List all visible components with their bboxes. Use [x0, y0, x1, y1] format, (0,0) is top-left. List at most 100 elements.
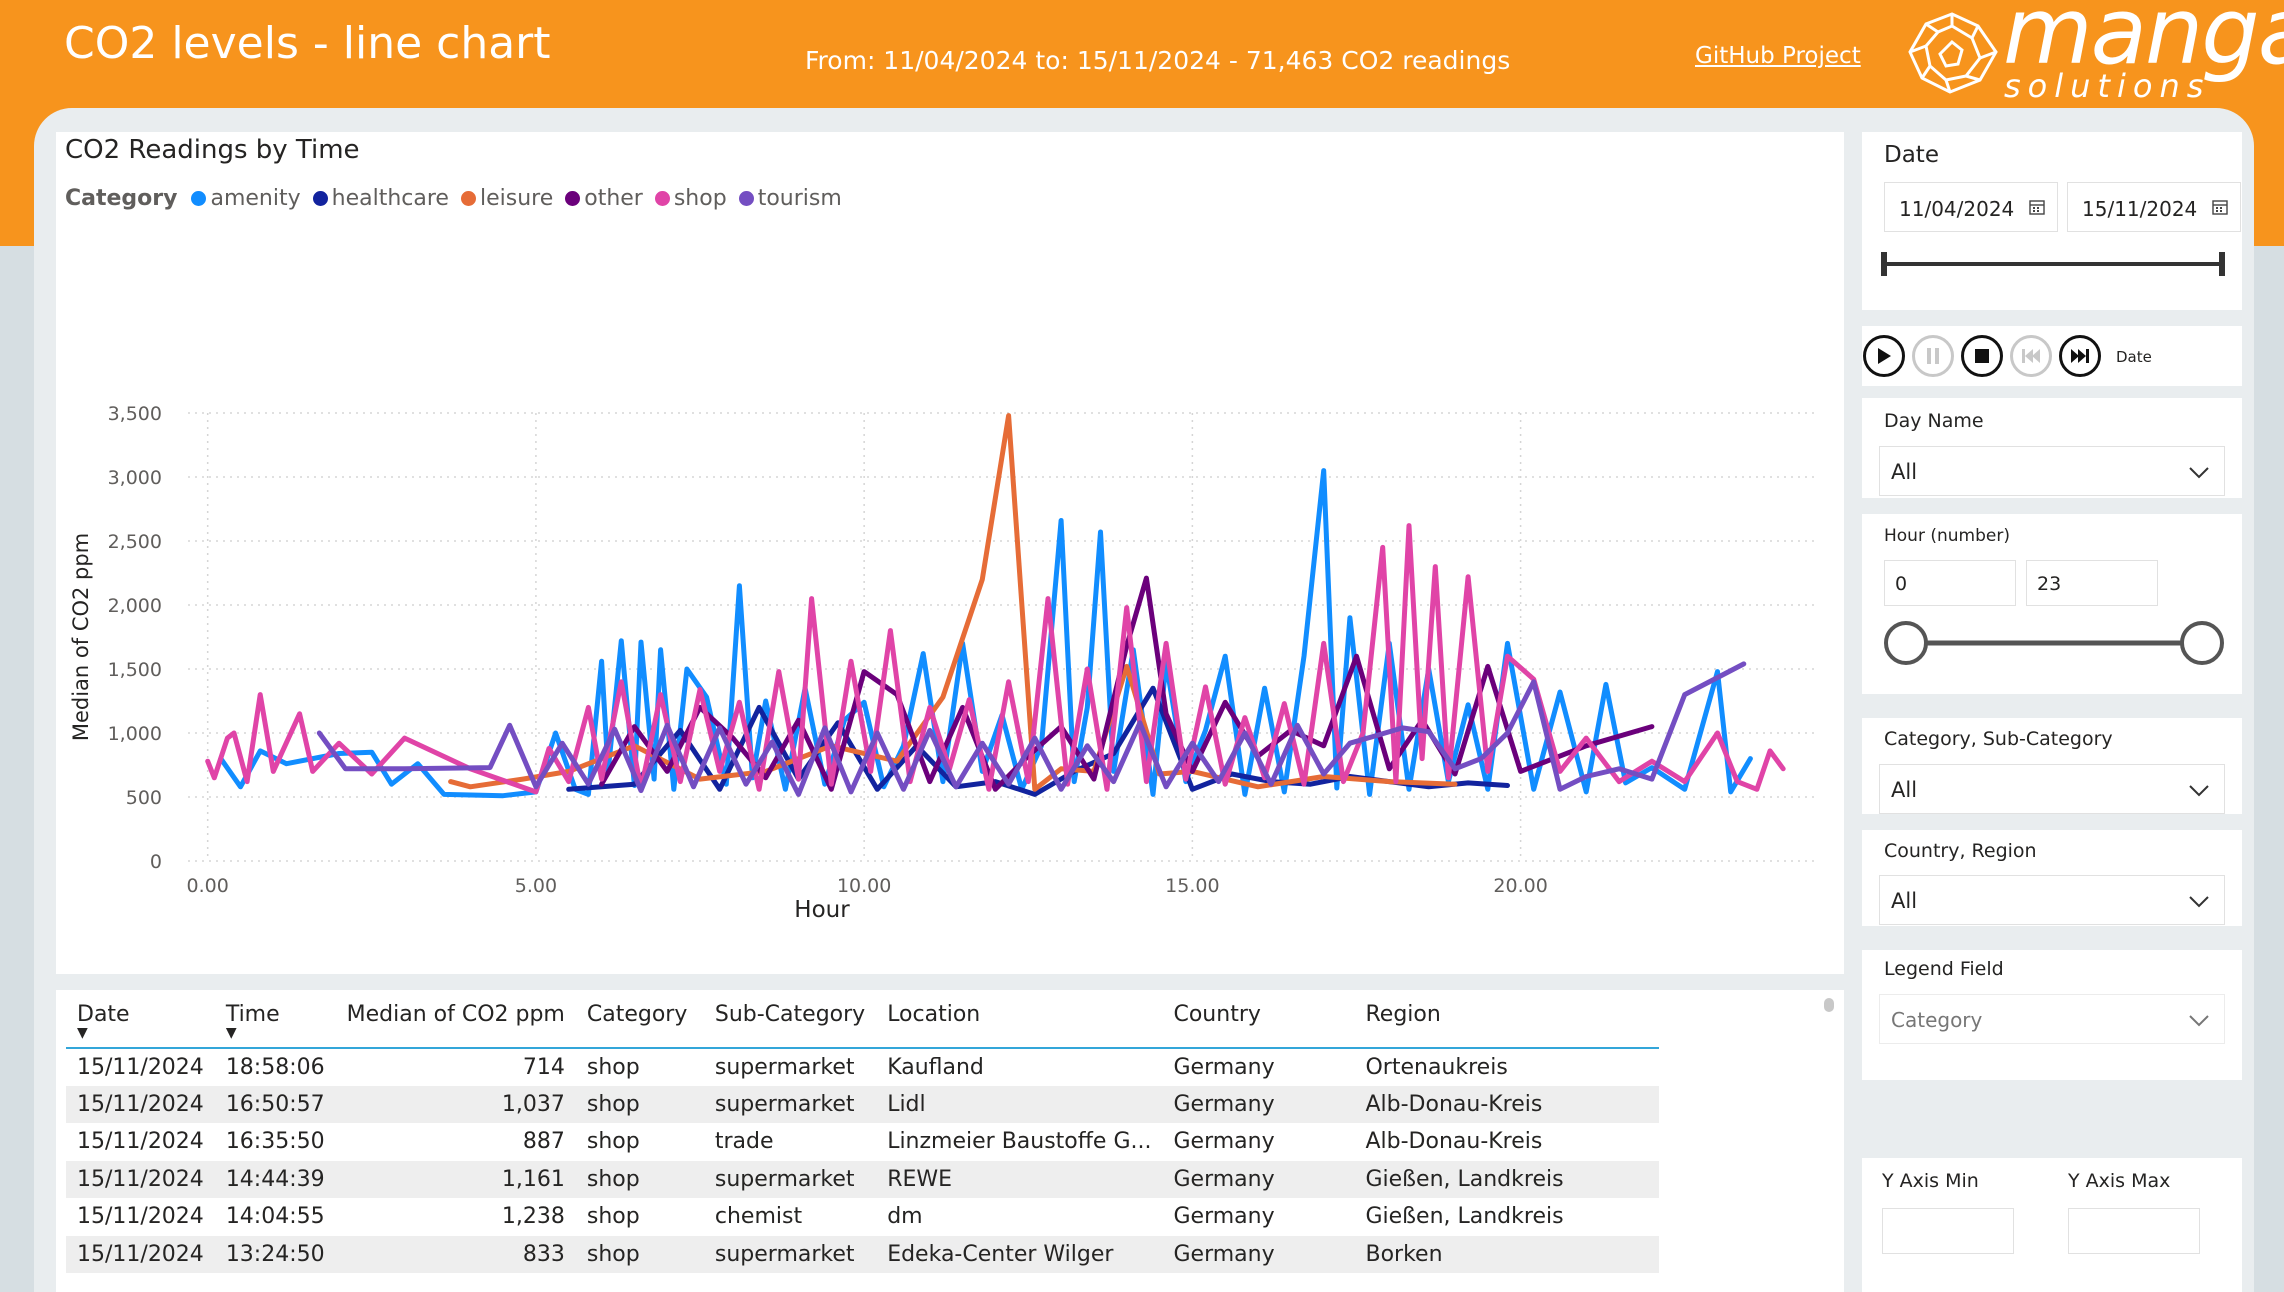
date-from-value: 11/04/2024 — [1899, 197, 2015, 221]
column-header-date[interactable]: Date ▼ — [66, 990, 215, 1049]
table-cell: 16:35:50 — [225, 1129, 325, 1155]
next-button[interactable] — [2059, 335, 2101, 377]
table-cell: 1,161 — [335, 1160, 576, 1198]
table-row[interactable]: 15/11/2024 16:35:50 887 shop trade Linzmeier … — [66, 1123, 1659, 1161]
stop-button[interactable] — [1961, 335, 2003, 377]
legend-item-tourism[interactable]: tourism — [738, 186, 842, 211]
date-to-input[interactable]: 15/11/2024 — [2067, 182, 2241, 232]
calendar-icon[interactable] — [2029, 199, 2045, 215]
table-cell: Germany — [1162, 1235, 1355, 1273]
table-cell: 887 — [522, 1129, 565, 1155]
table-cell: 16:50:57 — [214, 1085, 336, 1123]
y-axis-max-input[interactable] — [2068, 1208, 2200, 1254]
date-from-input[interactable]: 11/04/2024 — [1884, 182, 2058, 232]
date-range-summary: From: 11/04/2024 to: 15/11/2024 - 71,463… — [805, 46, 1511, 75]
table-scrollbar[interactable] — [1824, 998, 1834, 1012]
previous-button[interactable] — [2010, 335, 2052, 377]
legend-item-other[interactable]: other — [565, 186, 643, 211]
table-cell: dm — [887, 1204, 923, 1230]
table-row[interactable]: 15/11/2024 14:44:39 1,161 shop supermarket RE… — [66, 1160, 1660, 1198]
legend-item-shop[interactable]: shop — [654, 186, 727, 211]
previous-icon — [2022, 349, 2040, 363]
hour-min-input[interactable]: 0 — [1884, 560, 2016, 606]
column-header-location[interactable]: Location — [876, 990, 1163, 1049]
column-header-category[interactable]: Category — [575, 990, 704, 1049]
column-header-time[interactable]: Time ▼ — [214, 990, 336, 1049]
table-cell: shop — [586, 1129, 640, 1155]
table-cell: Gießen, Landkreis — [1365, 1204, 1564, 1230]
table-cell: 714 — [522, 1054, 565, 1080]
table-cell: 1,238 — [501, 1204, 565, 1230]
github-project-link[interactable]: GitHub Project — [1695, 43, 1861, 69]
table-header-row: Date ▼ Time ▼ Median of CO2 ppm Category S… — [66, 990, 1660, 1049]
hour-range-slider[interactable] — [1884, 616, 2224, 670]
chart-plot: 0 500 1,000 1,500 2,000 2,500 3,000 3,500 0.00 5.… — [69, 403, 1816, 923]
legend-field-dropdown[interactable]: Category — [1879, 994, 2225, 1044]
line-chart-visual[interactable]: 0 500 1,000 1,500 2,000 2,500 3,000 3,500 0.00 5.… — [56, 132, 1844, 974]
legend-item-healthcare[interactable]: healthcare — [312, 186, 449, 211]
category-slicer: Category, Sub-Category All — [1862, 718, 2242, 814]
y-tick-label: 1,000 — [108, 723, 162, 745]
table-cell: Germany — [1173, 1129, 1275, 1155]
table-cell: Lidl — [876, 1085, 1163, 1123]
hour-max-input[interactable]: 23 — [2026, 560, 2158, 606]
category-dropdown[interactable]: All — [1879, 764, 2225, 814]
date-range-slider[interactable] — [1880, 244, 2228, 284]
readings-table: Date ▼ Time ▼ Median of CO2 ppm Category S… — [66, 990, 1660, 1273]
country-slicer: Country, Region All — [1862, 830, 2242, 926]
slider-handle-end[interactable] — [2180, 621, 2224, 665]
chevron-down-icon — [2189, 1015, 2209, 1027]
country-title: Country, Region — [1884, 840, 2037, 862]
table-cell: Germany — [1173, 1204, 1275, 1230]
table-cell: 15/11/2024 — [77, 1054, 204, 1080]
day-name-dropdown[interactable]: All — [1879, 446, 2225, 496]
table-cell: shop — [575, 1235, 704, 1273]
calendar-icon[interactable] — [2212, 199, 2228, 215]
series-line-shop — [205, 523, 1786, 795]
table-row[interactable]: 15/11/2024 14:04:55 1,238 shop chemist dm Germ… — [66, 1198, 1659, 1236]
readings-table-visual[interactable]: Date ▼ Time ▼ Median of CO2 ppm Category S… — [56, 990, 1844, 1292]
table-cell: Gießen, Landkreis — [1354, 1160, 1660, 1198]
hour-max-value: 23 — [2037, 573, 2062, 595]
column-header-region[interactable]: Region — [1354, 990, 1660, 1049]
legend-swatch — [738, 191, 754, 206]
country-value: All — [1891, 889, 1918, 913]
date-slicer-title: Date — [1884, 142, 1939, 168]
table-cell: Germany — [1162, 1160, 1355, 1198]
table-row[interactable]: 15/11/2024 18:58:06 714 shop supermarket Kauf… — [66, 1048, 1659, 1086]
table-row[interactable]: 15/11/2024 16:50:57 1,037 shop supermarket Li… — [66, 1085, 1660, 1123]
column-header-country[interactable]: Country — [1162, 990, 1355, 1049]
table-row[interactable]: 15/11/2024 13:24:50 833 shop supermarket Edek… — [66, 1235, 1660, 1273]
slider-handle-start[interactable] — [1881, 252, 1887, 276]
country-dropdown[interactable]: All — [1879, 875, 2225, 925]
slider-handle-start[interactable] — [1884, 621, 1928, 665]
table-cell: trade — [714, 1129, 774, 1155]
table-cell: 14:04:55 — [225, 1204, 325, 1230]
sort-descending-icon: ▼ — [225, 1025, 237, 1041]
chevron-down-icon — [2189, 785, 2209, 797]
slider-handle-end[interactable] — [2219, 252, 2225, 276]
y-axis-title: Median of CO2 ppm — [69, 533, 93, 741]
table-cell: Kaufland — [887, 1054, 984, 1080]
table-cell: 15/11/2024 — [66, 1235, 215, 1273]
table-cell: shop — [586, 1054, 640, 1080]
stop-icon — [1975, 349, 1989, 363]
table-cell: 18:58:06 — [225, 1054, 325, 1080]
legend-item-amenity[interactable]: amenity — [191, 186, 301, 211]
y-axis-min-input[interactable] — [1882, 1208, 2014, 1254]
pause-button[interactable] — [1912, 335, 1954, 377]
legend-label: leisure — [479, 186, 554, 211]
play-button[interactable] — [1863, 335, 1905, 377]
play-icon — [1878, 348, 1891, 364]
legend-item-leisure[interactable]: leisure — [460, 186, 554, 211]
logo-subtitle: solutions — [2004, 67, 2211, 105]
table-cell: 15/11/2024 — [77, 1129, 204, 1155]
column-header-sub-category[interactable]: Sub-Category — [703, 990, 877, 1049]
y-axis-slicer: Y Axis Min Y Axis Max — [1862, 1158, 2242, 1292]
table-cell: Alb-Donau-Kreis — [1354, 1085, 1660, 1123]
y-tick-label: 3,500 — [108, 403, 162, 425]
table-cell: 15/11/2024 — [77, 1204, 204, 1230]
table-cell: Germany — [1173, 1054, 1275, 1080]
y-axis-max-title: Y Axis Max — [2068, 1170, 2171, 1192]
column-header-median-co2[interactable]: Median of CO2 ppm — [335, 990, 576, 1049]
